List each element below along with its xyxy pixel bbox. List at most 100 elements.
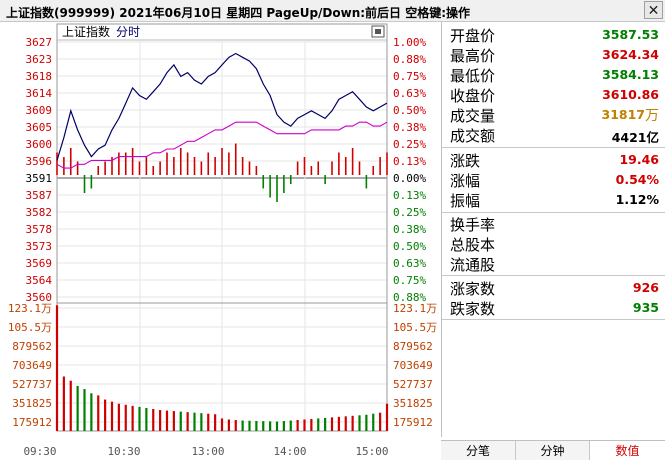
stat-volume-label: 成交量 [450,107,496,125]
tab-ticks[interactable]: 分笔 [465,444,490,458]
price-line [56,52,388,161]
volume-tick-label: 879562 [12,340,52,353]
stat-open-value: 3587.53 [602,27,659,42]
stat-decliners-value: 935 [632,300,659,315]
percent-tick-label: 0.50% [393,104,426,117]
stat-volume: 成交量 31817 万 [442,104,665,125]
stat-amount-label: 成交额 [450,127,496,145]
stat-amount-value: 4421亿 [611,130,659,145]
stat-advancers-value: 926 [632,280,659,295]
axis-labels: 3627 1.00% 3623 0.88% 3618 0.75% 3614 0.63% 3609… [8,36,437,458]
price-tick-label: 3596 [26,155,53,168]
stat-amplitude: 振幅 1.12% [442,189,665,210]
window-titlebar: 上证指数(999999) 2021年06月10日 星期四 PageUp/Down… [0,0,665,22]
percent-tick-label: 0.88% [393,53,426,66]
view-tabs: 分笔 分钟 数值 [441,440,665,460]
stat-open-label: 开盘价 [450,27,496,45]
chart-mode-label[interactable]: 分时 [116,25,140,39]
volume-tick-label: 105.5万 [393,321,437,334]
stat-amplitude-value: 1.12% [615,192,659,207]
price-tick-label: 3591 [26,172,53,185]
volume-tick-label: 123.1万 [8,302,52,315]
price-tick-label: 3627 [26,36,53,49]
volume-tick-label: 351825 [12,397,52,410]
stat-volume-unit: 万 [645,108,659,124]
price-tick-label: 3605 [26,121,53,134]
stat-float-shares: 流通股 [442,253,665,274]
percent-tick-label: 0.25% [393,138,426,151]
percent-tick-label: 0.63% [393,257,426,270]
stat-amount: 成交额 4421亿 [442,124,665,145]
average-price-line [56,121,388,169]
percent-tick-label: 0.00% [393,172,426,185]
percent-tick-label: 0.88% [393,291,426,304]
percent-tick-label: 0.38% [393,121,426,134]
stat-percent-label: 涨幅 [450,172,481,190]
volume-tick-label: 703649 [12,359,52,372]
stat-close-label: 收盘价 [450,87,496,105]
stat-total-shares-label: 总股本 [450,236,496,254]
stat-open: 开盘价 3587.53 [442,24,665,45]
stat-low-value: 3584.13 [602,67,659,82]
percent-tick-label: 0.75% [393,274,426,287]
stat-turnover-label: 换手率 [450,216,496,234]
stat-close-value: 3610.86 [602,87,659,102]
price-tick-label: 3618 [26,70,53,83]
chart-index-name: 上证指数 [62,24,110,39]
price-tick-label: 3600 [26,138,53,151]
price-tick-label: 3578 [26,223,53,236]
time-tick-label: 14:00 [273,445,306,458]
price-tick-label: 3609 [26,104,53,117]
time-tick-label: 13:00 [191,445,224,458]
price-tick-label: 3573 [26,240,53,253]
volume-tick-label: 703649 [393,359,433,372]
intraday-chart-svg[interactable]: 上证指数 分时 3627 1.00% 3623 0.88% 3618 0.75% 3614 0… [0,22,441,460]
percent-tick-label: 0.63% [393,87,426,100]
percent-tick-label: 0.38% [393,223,426,236]
stat-low-label: 最低价 [450,67,496,85]
stat-amplitude-label: 振幅 [450,192,481,210]
intraday-chart[interactable]: 上证指数 分时 3627 1.00% 3623 0.88% 3618 0.75% 3614 0… [0,22,441,460]
tab-values[interactable]: 数值 [589,441,665,460]
tab-minute[interactable]: 分钟 [515,441,589,460]
stat-high: 最高价 3624.34 [442,44,665,65]
price-tick-label: 3564 [26,274,53,287]
volume-tick-label: 879562 [393,340,433,353]
stat-percent-value: 0.54% [615,172,659,187]
stat-total-shares: 总股本 [442,233,665,254]
average-line-group [56,121,388,169]
divider [442,212,665,213]
window-title: 上证指数(999999) 2021年06月10日 星期四 PageUp/Down… [6,6,471,20]
grid-lines [56,41,388,431]
percent-tick-label: 0.75% [393,70,426,83]
close-icon: ✕ [647,2,660,18]
volume-tick-label: 351825 [393,397,433,410]
divider [442,319,665,320]
stat-advancers-label: 涨家数 [450,280,496,298]
percent-tick-label: 0.13% [393,189,426,202]
volume-bars [55,305,389,431]
time-tick-label: 09:30 [23,445,56,458]
volume-tick-label: 105.5万 [8,321,52,334]
price-tick-label: 3614 [26,87,53,100]
percent-tick-label: 0.25% [393,206,426,219]
divider [442,275,665,276]
stat-close: 收盘价 3610.86 [442,84,665,105]
stat-decliners-label: 跌家数 [450,300,496,318]
volume-tick-label: 527737 [393,378,433,391]
price-tick-label: 3623 [26,53,53,66]
price-line-group [56,52,388,161]
chart-settings-icon[interactable] [371,25,385,38]
percent-tick-label: 1.00% [393,36,426,49]
stat-turnover: 换手率 [442,213,665,234]
stat-advancers: 涨家数 926 [442,277,665,298]
stat-high-value: 3624.34 [602,47,659,62]
time-tick-label: 10:30 [107,445,140,458]
close-button[interactable]: ✕ [644,1,663,19]
volume-tick-label: 175912 [393,416,433,429]
stat-float-shares-label: 流通股 [450,256,496,274]
divider [442,147,665,148]
quote-stats-panel: 开盘价 3587.53 最高价 3624.34 最低价 3584.13 收盘价 … [441,22,665,437]
stat-volume-value: 31817 [601,107,646,122]
price-tick-label: 3582 [26,206,53,219]
